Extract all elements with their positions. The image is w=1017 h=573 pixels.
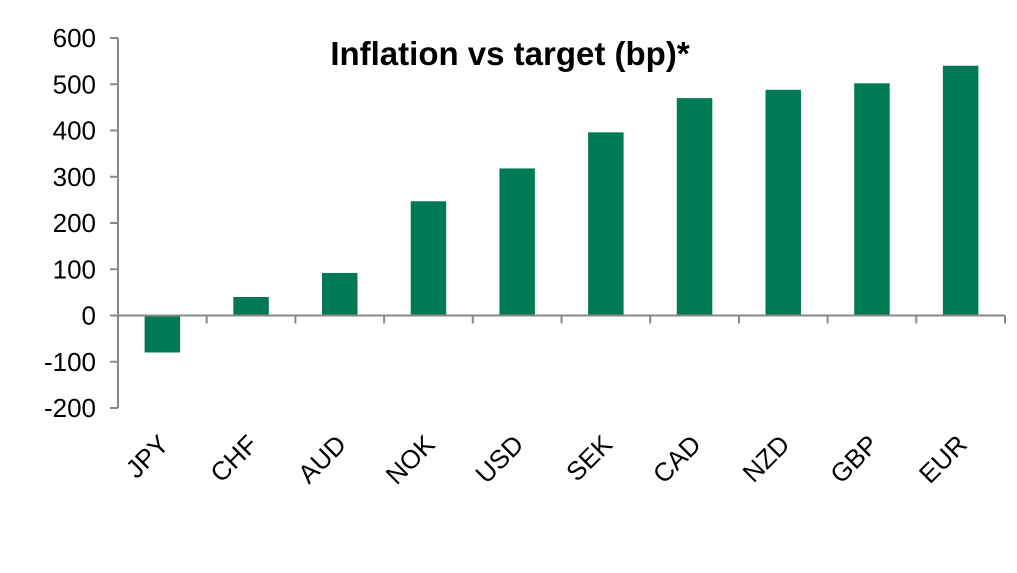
x-category-label: NZD xyxy=(736,429,795,488)
x-category-label: NOK xyxy=(380,429,442,491)
bar-series xyxy=(144,65,979,353)
x-category-label: AUD xyxy=(292,429,352,489)
bar-nzd xyxy=(765,89,801,316)
x-axis: JPY CHF AUD NOK USD SEK CAD NZD GBP EUR xyxy=(117,314,1006,491)
x-category-label: USD xyxy=(469,429,529,489)
x-category-label: GBP xyxy=(824,429,884,489)
y-tick-label: -200 xyxy=(44,393,96,423)
x-category-label: JPY xyxy=(120,429,175,484)
y-axis: -200 -100 0 100 200 300 400 500 600 xyxy=(44,23,119,423)
x-category-label: CHF xyxy=(204,429,263,488)
y-tick-label: -100 xyxy=(44,347,96,377)
y-tick-label: 600 xyxy=(53,23,96,53)
y-tick-label: 0 xyxy=(82,301,96,331)
bar-jpy xyxy=(144,315,181,353)
x-category-label: EUR xyxy=(913,429,973,489)
bar-gbp xyxy=(854,83,890,316)
y-tick-label: 400 xyxy=(53,116,96,146)
x-category-label: CAD xyxy=(647,429,707,489)
bar-nok xyxy=(410,201,447,316)
bar-eur xyxy=(942,65,979,316)
x-category-label: SEK xyxy=(560,429,618,487)
y-tick-label: 100 xyxy=(53,254,96,284)
y-tick-label: 200 xyxy=(53,208,96,238)
bar-chf xyxy=(233,297,269,316)
y-tick-label: 300 xyxy=(53,162,96,192)
chart-title: Inflation vs target (bp)* xyxy=(330,35,690,72)
y-tick-label: 500 xyxy=(53,69,96,99)
bar-cad xyxy=(676,98,713,316)
bar-usd xyxy=(499,168,535,316)
bar-sek xyxy=(588,132,624,316)
bar-aud xyxy=(322,272,358,316)
